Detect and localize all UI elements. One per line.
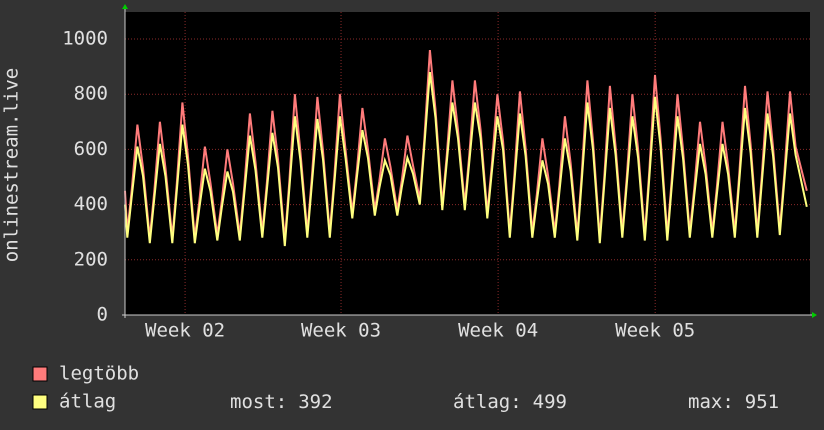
y-tick-label: 600: [74, 138, 108, 160]
stat-label: max:: [688, 391, 734, 413]
y-axis-label: onlinestream.live: [1, 68, 23, 262]
y-tick-label: 800: [74, 83, 108, 105]
stat-value: 499: [533, 391, 567, 413]
plot-area: [125, 12, 810, 315]
y-tick-label: 200: [74, 248, 108, 270]
y-tick-label: 400: [74, 193, 108, 215]
series-line: [124, 71, 808, 247]
axis-arrow: [122, 4, 128, 9]
axis-arrow: [812, 312, 817, 318]
y-tick-label: 1000: [62, 28, 108, 50]
x-tick-label: Week 05: [615, 320, 695, 342]
legend-label: átlag: [59, 391, 116, 413]
stat: max: 951: [688, 391, 779, 413]
y-tick-label: 0: [97, 304, 108, 326]
stat-label: most:: [230, 391, 287, 413]
stat-value: 951: [745, 391, 779, 413]
legend-label: legtöbb: [59, 363, 139, 385]
x-tick-label: Week 04: [458, 320, 538, 342]
legend-swatch: [32, 394, 48, 410]
stat-value: 392: [298, 391, 332, 413]
stat: most: 392: [230, 391, 333, 413]
stat: átlag: 499: [453, 391, 567, 413]
x-tick-label: Week 02: [145, 320, 225, 342]
stat-label: átlag:: [453, 391, 522, 413]
x-tick-label: Week 03: [301, 320, 381, 342]
legend-swatch: [32, 366, 48, 382]
